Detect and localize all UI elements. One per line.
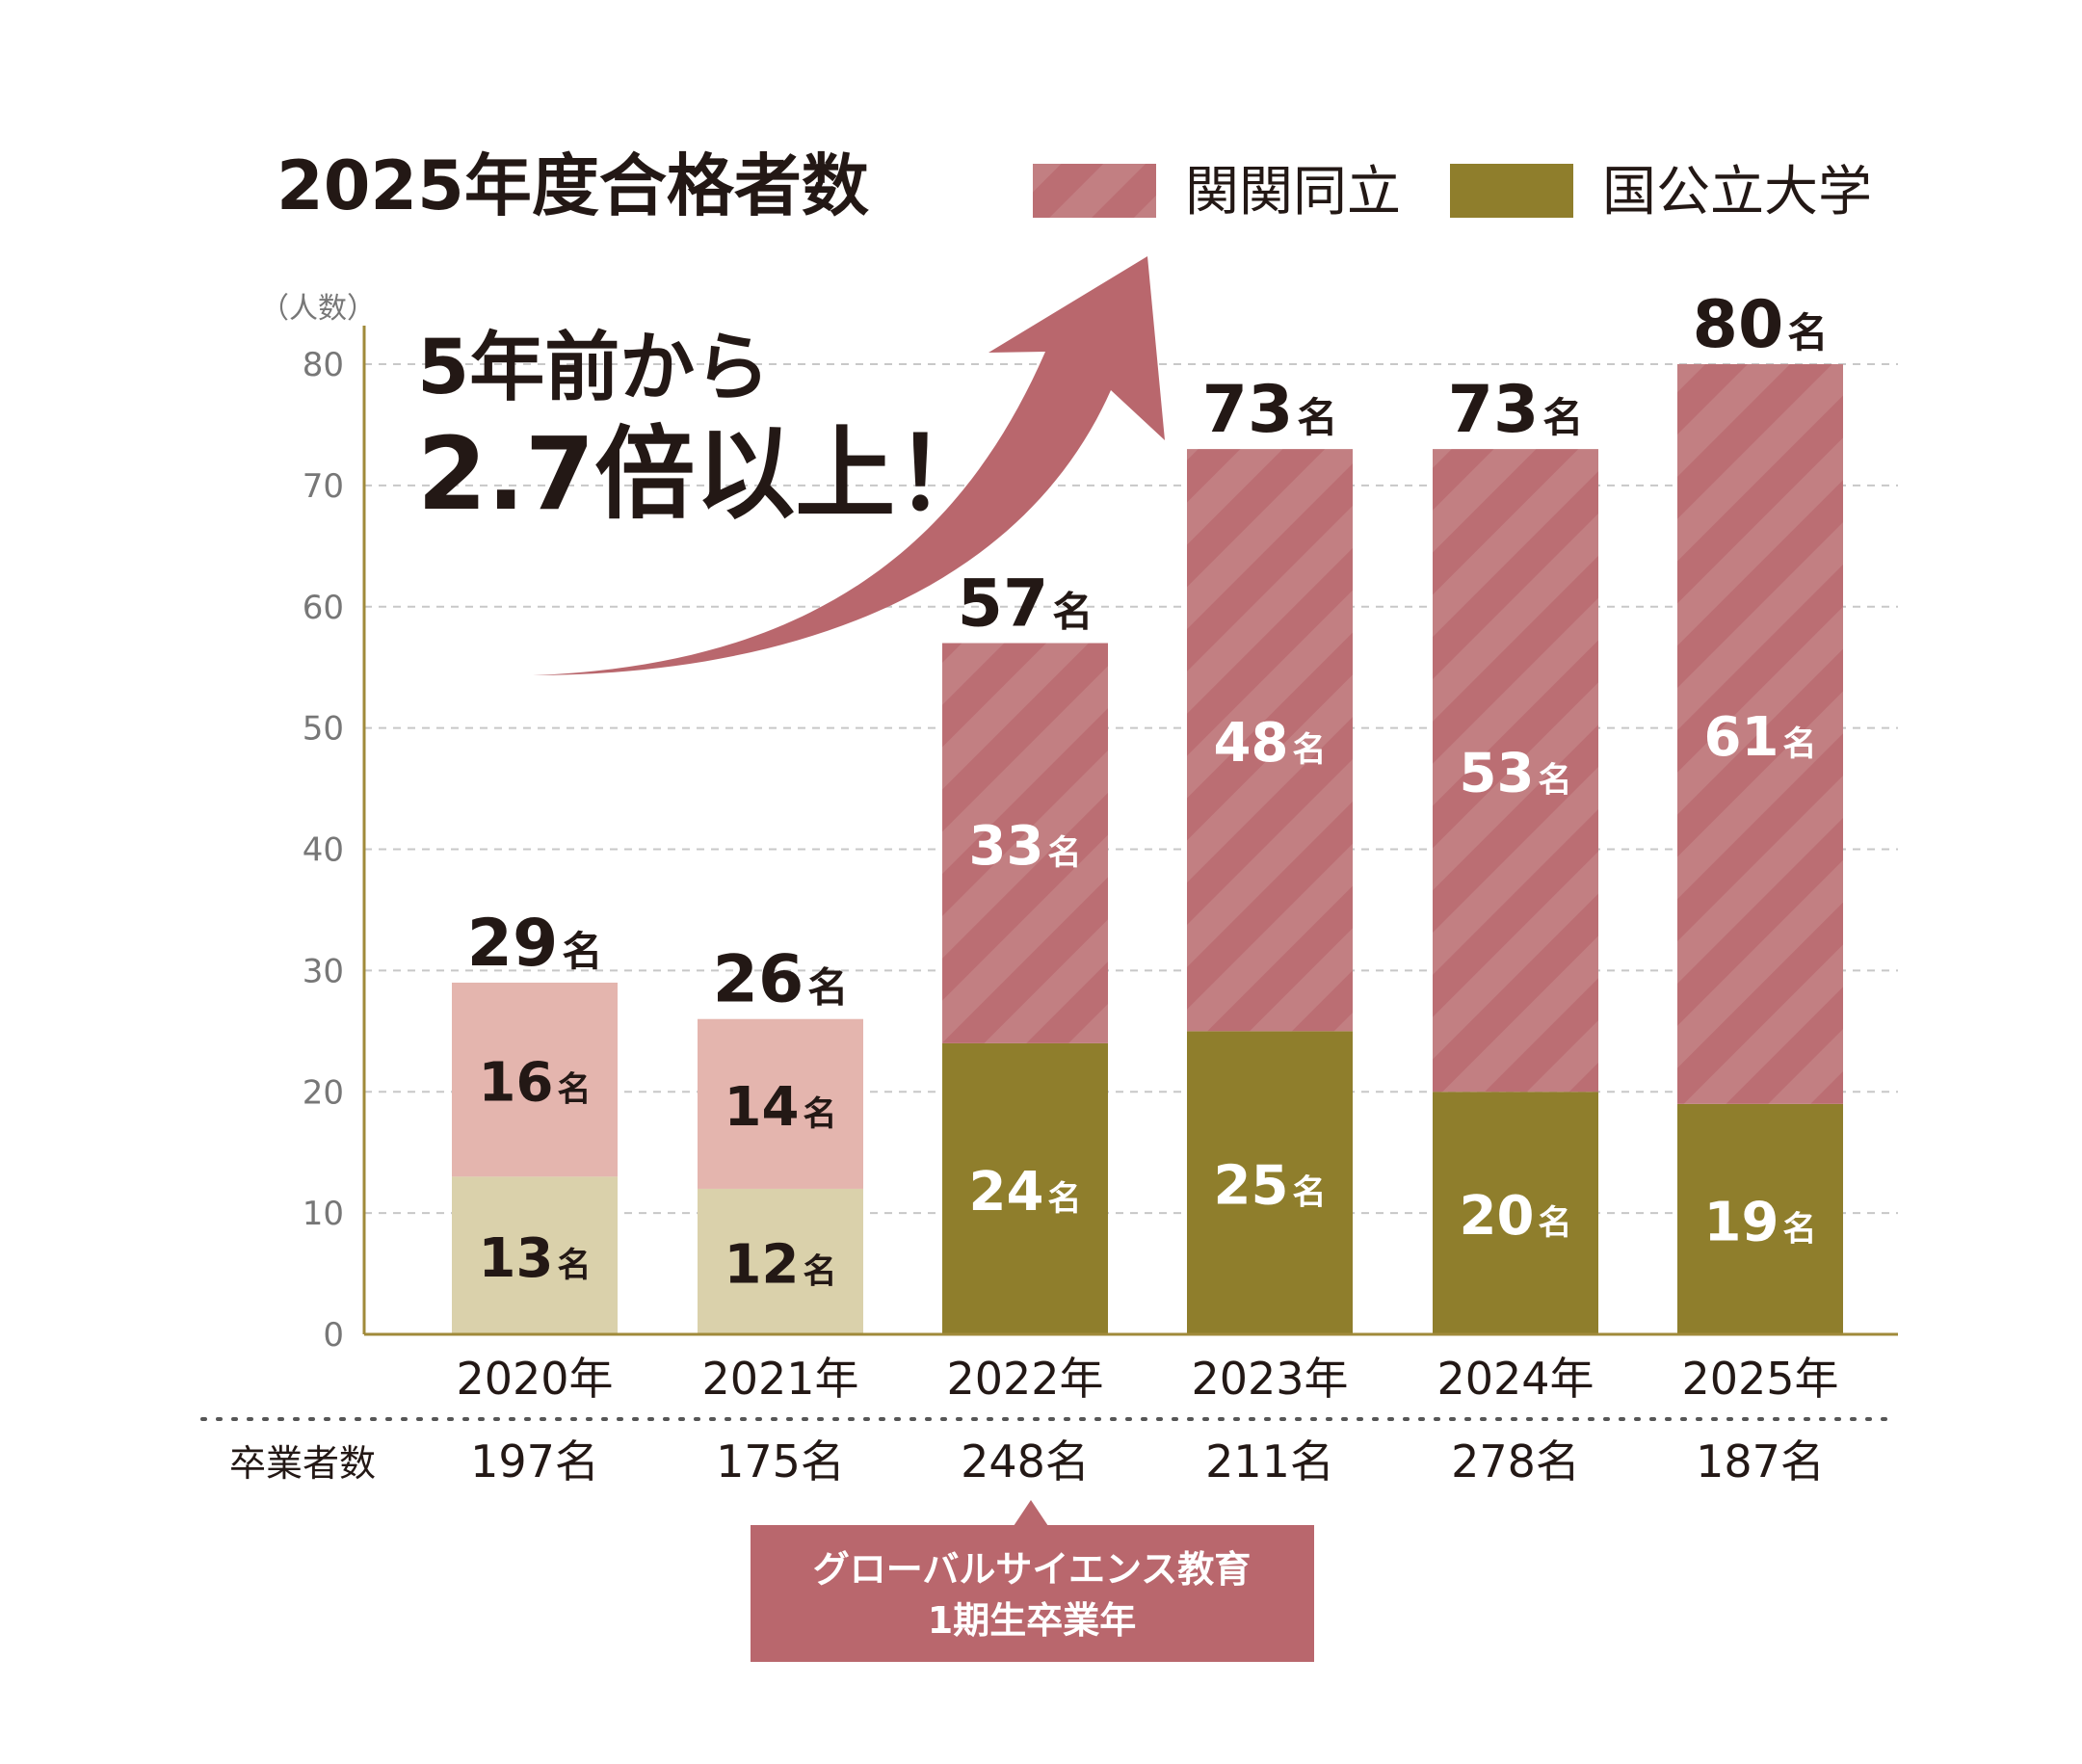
x-tick-label: 2020年: [456, 1353, 613, 1405]
graduates-value: 278名: [1451, 1435, 1580, 1488]
graduates-value: 248名: [961, 1435, 1090, 1488]
bar-segment-kankandoritsu: [1677, 364, 1843, 1104]
bar-segment-kokkoritsu: [1187, 1031, 1353, 1334]
y-tick-label: 10: [303, 1195, 344, 1233]
y-tick-label: 70: [303, 467, 344, 506]
legend-swatch-kankandoritsu: [1033, 164, 1156, 218]
data-label-total: 26名: [713, 942, 849, 1018]
data-label-kankandoritsu: 33 名: [969, 815, 1082, 878]
graduates-row: 197名 175名 248名 211名 278名 187名: [470, 1435, 1825, 1488]
callout: グローバルサイエンス教育 1期生卒業年: [751, 1500, 1314, 1662]
graduates-value: 211名: [1205, 1435, 1334, 1488]
y-tick-label: 80: [303, 346, 344, 384]
data-label-kokkoritsu: 20 名: [1460, 1185, 1572, 1248]
data-label-kokkoritsu: 12 名: [725, 1233, 837, 1296]
legend-label-kokkoritsu: 国公立大学: [1602, 161, 1872, 224]
x-axis-labels: 2020年 2021年 2022年 2023年 2024年 2025年: [456, 1353, 1838, 1405]
headline-line1: 5年前から: [417, 325, 770, 411]
callout-line1: グローバルサイエンス教育: [813, 1548, 1251, 1591]
callout-box: [751, 1525, 1314, 1662]
y-axis-ticks: 0 10 20 30 40 50 60 70 80: [303, 346, 344, 1355]
bar-segment-kankandoritsu: [698, 1018, 863, 1189]
graduates-value: 197名: [470, 1435, 599, 1488]
x-tick-label: 2023年: [1191, 1353, 1348, 1405]
growth-arrow: [533, 256, 1165, 675]
data-label-kankandoritsu: 16 名: [479, 1052, 592, 1115]
y-tick-label: 50: [303, 710, 344, 749]
y-axis-unit: （人数）: [260, 292, 376, 326]
data-label-kokkoritsu: 19 名: [1704, 1191, 1817, 1253]
legend-label-kankandoritsu: 関関同立: [1185, 161, 1401, 224]
graduates-value: 187名: [1696, 1435, 1825, 1488]
y-tick-label: 40: [303, 831, 344, 870]
legend: 関関同立 国公立大学: [1033, 161, 1872, 224]
y-tick-label: 0: [323, 1316, 344, 1355]
y-tick-label: 60: [303, 589, 344, 627]
data-label-kokkoritsu: 13 名: [479, 1227, 592, 1290]
bar-segment-kankandoritsu: [942, 643, 1108, 1043]
bar-segment-kankandoritsu: [452, 982, 618, 1177]
legend-swatch-kokkoritsu: [1450, 164, 1573, 218]
data-label-total: 29名: [467, 906, 603, 982]
bar-segment-kokkoritsu: [1433, 1092, 1598, 1334]
data-label-kankandoritsu: 48 名: [1214, 712, 1327, 775]
data-label-kankandoritsu: 14 名: [725, 1076, 837, 1139]
data-label-kankandoritsu: 61 名: [1704, 706, 1817, 769]
data-label-kokkoritsu: 24 名: [969, 1161, 1082, 1224]
callout-line2: 1期生卒業年: [928, 1599, 1136, 1642]
data-label-kankandoritsu: 53 名: [1460, 743, 1572, 805]
data-label-kokkoritsu: 25 名: [1214, 1155, 1327, 1218]
bar-segment-kokkoritsu: [452, 1176, 618, 1334]
data-label-total: 73名: [1202, 372, 1338, 448]
callout-pointer: [1014, 1500, 1048, 1526]
graduates-value: 175名: [716, 1435, 845, 1488]
data-label-total: 57名: [958, 566, 1094, 643]
data-label-total: 73名: [1448, 372, 1584, 448]
x-tick-label: 2025年: [1681, 1353, 1838, 1405]
bar-segment-kokkoritsu: [698, 1188, 863, 1334]
bar-segment-kokkoritsu: [1677, 1103, 1843, 1334]
data-label-total: 80名: [1693, 287, 1829, 363]
bar-segment-kokkoritsu: [942, 1042, 1108, 1334]
y-tick-label: 30: [303, 952, 344, 990]
x-tick-label: 2024年: [1436, 1353, 1594, 1405]
chart-title: 2025年度合格者数: [277, 146, 869, 225]
bar-segment-kankandoritsu: [1187, 449, 1353, 1032]
y-tick-label: 20: [303, 1073, 344, 1112]
graduates-row-label: 卒業者数: [229, 1442, 376, 1485]
x-tick-label: 2022年: [946, 1353, 1103, 1405]
headline-line2: 2.7倍以上！: [417, 415, 995, 533]
x-tick-label: 2021年: [701, 1353, 858, 1405]
bars: 13 名 16 名 29名 12 名 14 名 26名 24 名 33 名 57名 25 名 48 名 73名 20 名 5…: [452, 287, 1843, 1334]
gridlines: [364, 363, 1898, 1215]
bar-segment-kankandoritsu: [1433, 449, 1598, 1093]
